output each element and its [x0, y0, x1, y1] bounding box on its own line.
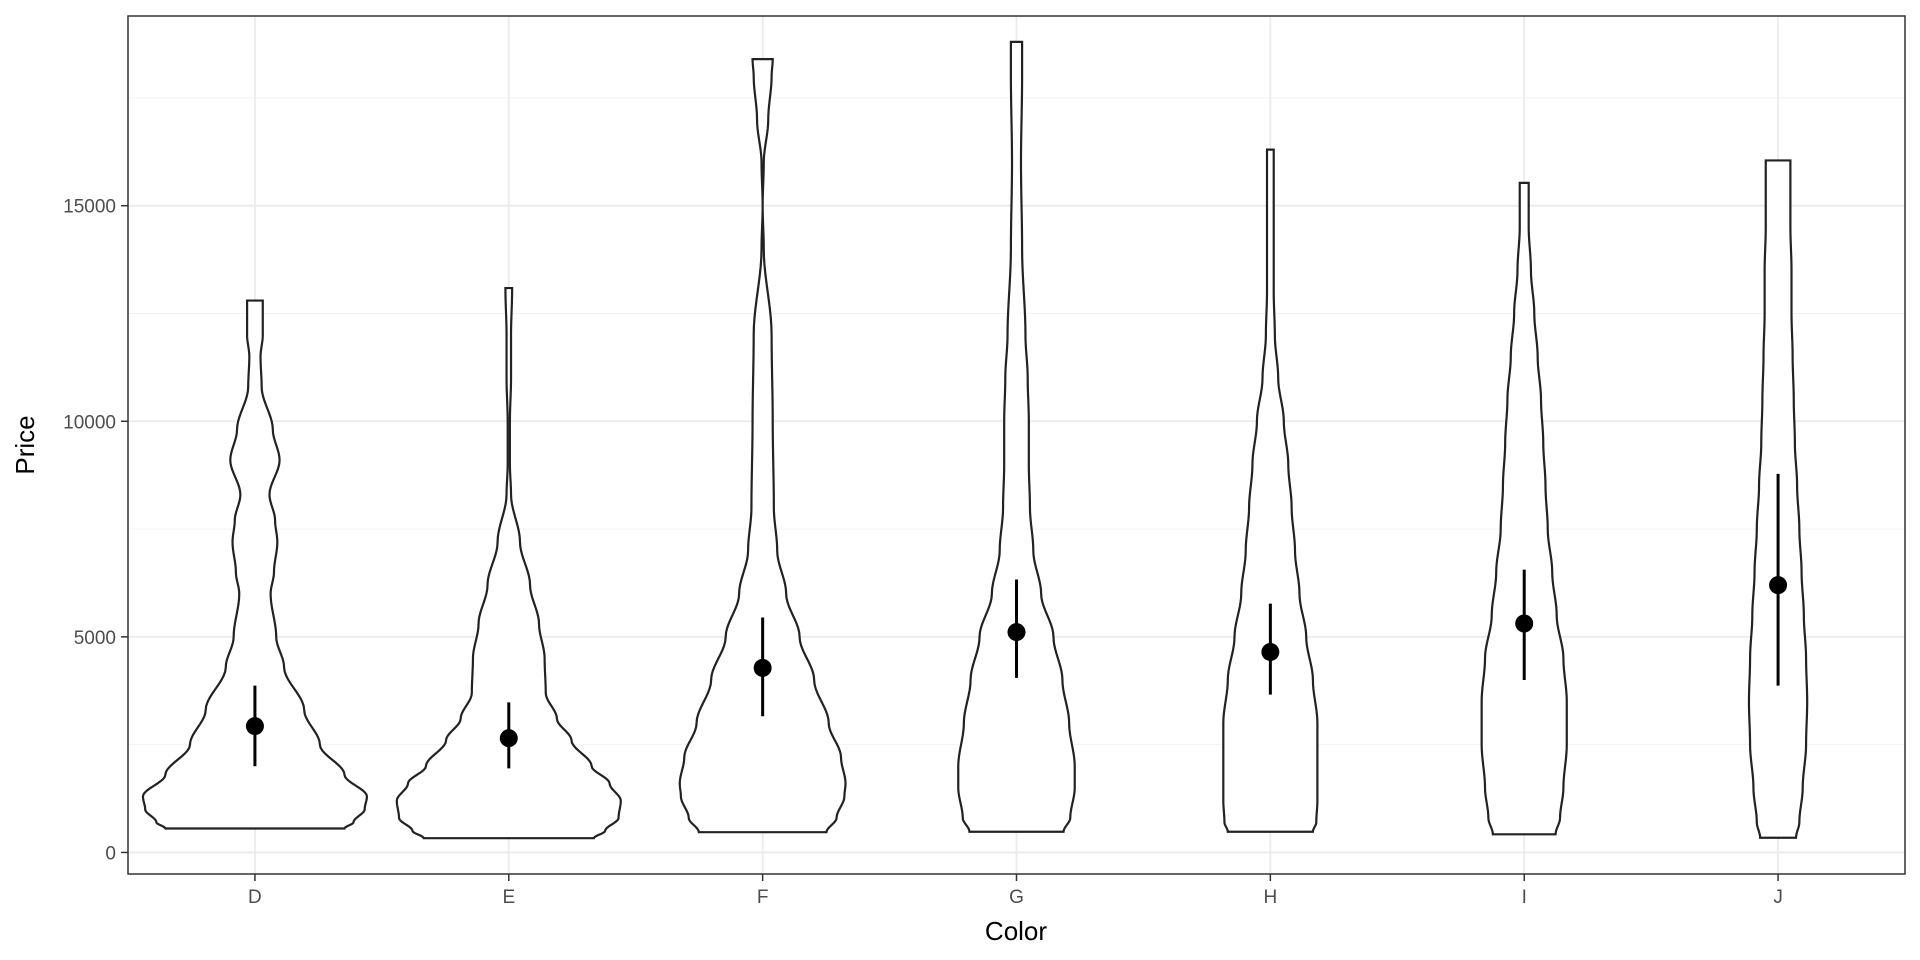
- mean-point-J: [1769, 576, 1788, 595]
- violin-D: [141, 299, 369, 830]
- y-tick-label: 15000: [63, 197, 116, 218]
- violin-E: [395, 286, 622, 840]
- x-tick-label: I: [1522, 887, 1527, 908]
- violins: [141, 40, 1809, 840]
- mean-point-H: [1261, 642, 1280, 661]
- x-axis-title: Color: [985, 916, 1047, 946]
- mean-point-D: [245, 717, 264, 736]
- x-tick-label: F: [757, 887, 769, 908]
- mean-point-G: [1007, 623, 1026, 642]
- violin-F: [678, 58, 847, 834]
- y-tick-label: 10000: [63, 412, 116, 433]
- y-axis-title: Price: [10, 415, 40, 474]
- x-tick-label: D: [248, 887, 262, 908]
- mean-point-F: [753, 658, 772, 677]
- y-axis-ticks: 0 5000 10000 15000: [63, 197, 128, 864]
- violin-I: [1480, 181, 1568, 836]
- x-tick-label: E: [502, 887, 515, 908]
- violin-H: [1222, 148, 1319, 833]
- x-axis-ticks: D E F G H I J: [248, 874, 1783, 908]
- x-tick-label: G: [1009, 887, 1024, 908]
- mean-point-I: [1515, 614, 1534, 633]
- x-tick-label: J: [1773, 887, 1783, 908]
- mean-points: [245, 473, 1788, 769]
- x-tick-label: H: [1263, 887, 1277, 908]
- y-tick-label: 5000: [74, 628, 116, 649]
- mean-point-E: [499, 729, 518, 748]
- violin-G: [957, 40, 1076, 833]
- y-tick-label: 0: [105, 843, 116, 864]
